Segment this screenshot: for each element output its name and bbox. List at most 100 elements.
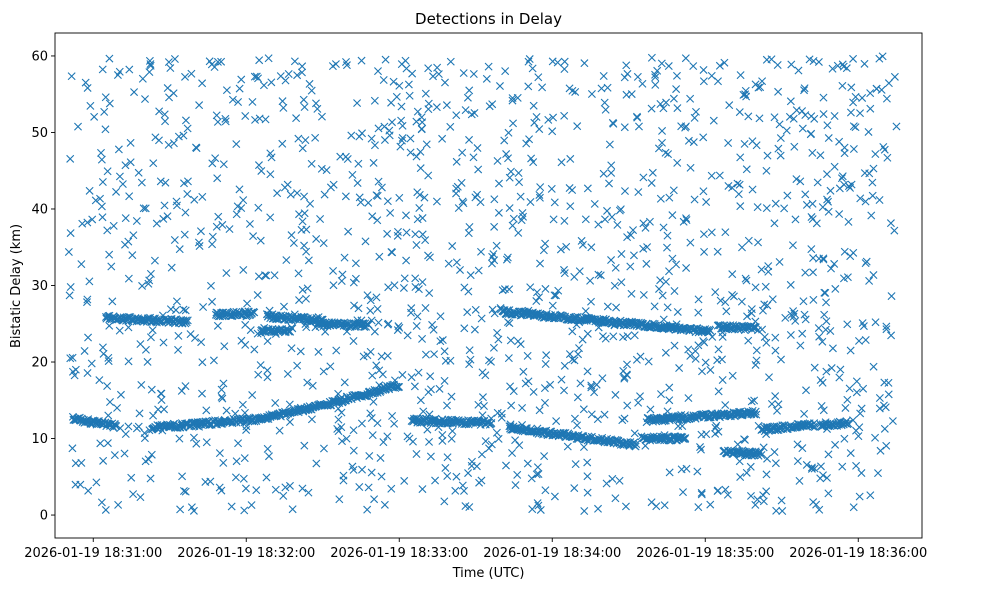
detection-point [824,134,833,143]
detection-point [494,208,503,217]
detection-point [249,232,258,241]
detection-point [285,418,294,427]
detection-point [807,464,816,473]
detection-point [778,506,787,515]
detection-point [639,244,648,253]
detection-point [511,481,520,490]
detection-point [506,336,515,345]
detection-point [484,62,493,71]
detection-point [528,64,537,73]
detection-point [611,390,620,399]
detection-point [650,302,659,311]
detection-point [414,368,423,377]
detection-point [620,414,629,423]
detection-point [830,162,839,171]
detection-point [540,384,549,393]
detection-point [597,84,606,93]
detection-point [292,114,301,123]
detection-point [701,358,710,367]
detection-point [495,82,504,91]
detection-point [615,476,624,485]
detection-point [747,309,756,318]
detection-point [823,170,831,179]
detection-point [266,170,275,179]
detection-point [257,166,266,175]
detection-point [668,211,677,220]
detection-point [664,150,673,159]
detection-point [540,452,549,461]
detection-point [810,464,819,473]
detection-point [846,449,855,458]
detection-point [762,470,771,479]
x-tick-label: 2026-01-19 18:36:00 [789,546,927,561]
detection-point [838,172,847,181]
detection-point [426,372,435,381]
detection-point [160,110,169,119]
detection-point [198,358,207,367]
detection-point [835,210,844,219]
detection-point [267,153,276,162]
detection-point [141,204,150,213]
detection-point [296,347,305,356]
detection-point [294,134,303,143]
detection-point [489,343,498,352]
detection-point [393,231,402,240]
detection-point [617,249,626,258]
detection-point [96,194,105,203]
detection-point [541,360,550,369]
detection-point [808,199,817,208]
detection-point [460,324,469,333]
detection-point [771,392,780,401]
detection-point [157,395,166,404]
detection-point [219,160,228,169]
detection-point [721,401,730,410]
detection-point [213,174,222,183]
detection-point [338,270,347,279]
detection-point [243,299,252,308]
detection-point [432,103,441,112]
detection-point [465,135,474,144]
detection-point [239,474,248,483]
detection-point [786,97,795,106]
detection-point [148,326,157,335]
detection-point [657,59,666,68]
detection-point [861,335,870,344]
detection-point [751,283,760,292]
detection-point [882,325,891,334]
detection-point [160,201,169,210]
detection-point [124,274,133,283]
detection-point [826,186,835,195]
detection-point [860,169,869,178]
detection-point [304,488,313,497]
detection-point [376,453,385,462]
detection-point [192,439,201,448]
detection-point [717,355,726,364]
detection-point [760,300,769,309]
detection-point [126,138,135,147]
detection-point [488,100,497,109]
detection-point [615,206,624,215]
detection-point [91,196,100,205]
detection-point [697,445,705,454]
detection-point [620,374,629,383]
detection-point [579,443,588,452]
detection-point [529,387,538,396]
detection-point [293,361,302,370]
detection-point [542,351,551,360]
detection-point [383,229,392,238]
detection-point [98,65,107,74]
detection-point [697,430,706,439]
detection-point [526,283,535,292]
detection-point [270,271,279,280]
detection-point [854,432,863,441]
detection-point [181,72,189,81]
detection-point [557,158,566,167]
detection-point [326,183,335,192]
detection-point [240,454,249,463]
detection-point [746,462,755,471]
detection-point [446,57,455,66]
detection-point [882,441,891,450]
detection-point [161,117,170,126]
detection-point [383,197,392,206]
